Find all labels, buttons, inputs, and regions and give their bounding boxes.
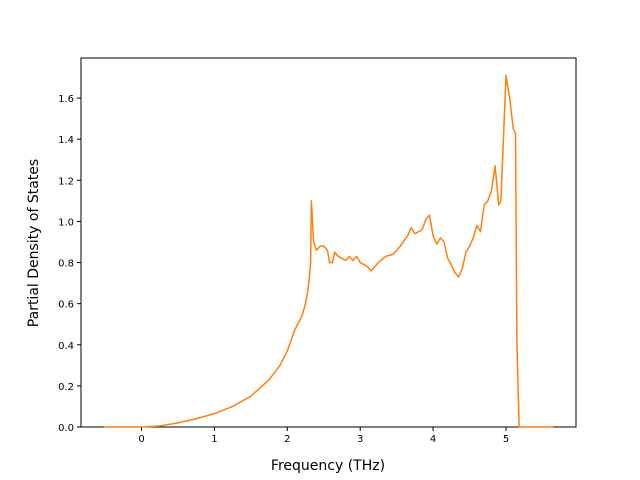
x-tick-label: 5 xyxy=(503,434,509,445)
y-tick-label: 0.0 xyxy=(58,423,74,434)
y-tick-label: 0.8 xyxy=(58,259,74,270)
y-tick-label: 1.6 xyxy=(58,94,74,105)
y-tick-label: 0.2 xyxy=(58,382,74,393)
x-axis-label: Frequency (THz) xyxy=(271,458,385,474)
y-tick-label: 0.6 xyxy=(58,300,74,311)
x-tick-label: 1 xyxy=(211,434,217,445)
x-tick-label: 4 xyxy=(430,434,436,445)
y-tick-label: 1.2 xyxy=(58,176,74,187)
x-tick-label: 3 xyxy=(357,434,363,445)
y-tick-label: 0.4 xyxy=(58,341,74,352)
y-tick-label: 1.0 xyxy=(58,217,74,228)
y-tick-label: 1.4 xyxy=(58,135,74,146)
x-tick-label: 0 xyxy=(138,434,144,445)
x-tick-label: 2 xyxy=(284,434,290,445)
plot-frame xyxy=(80,57,577,428)
y-axis-label: Partial Density of States xyxy=(26,159,42,327)
data-line xyxy=(103,74,554,428)
